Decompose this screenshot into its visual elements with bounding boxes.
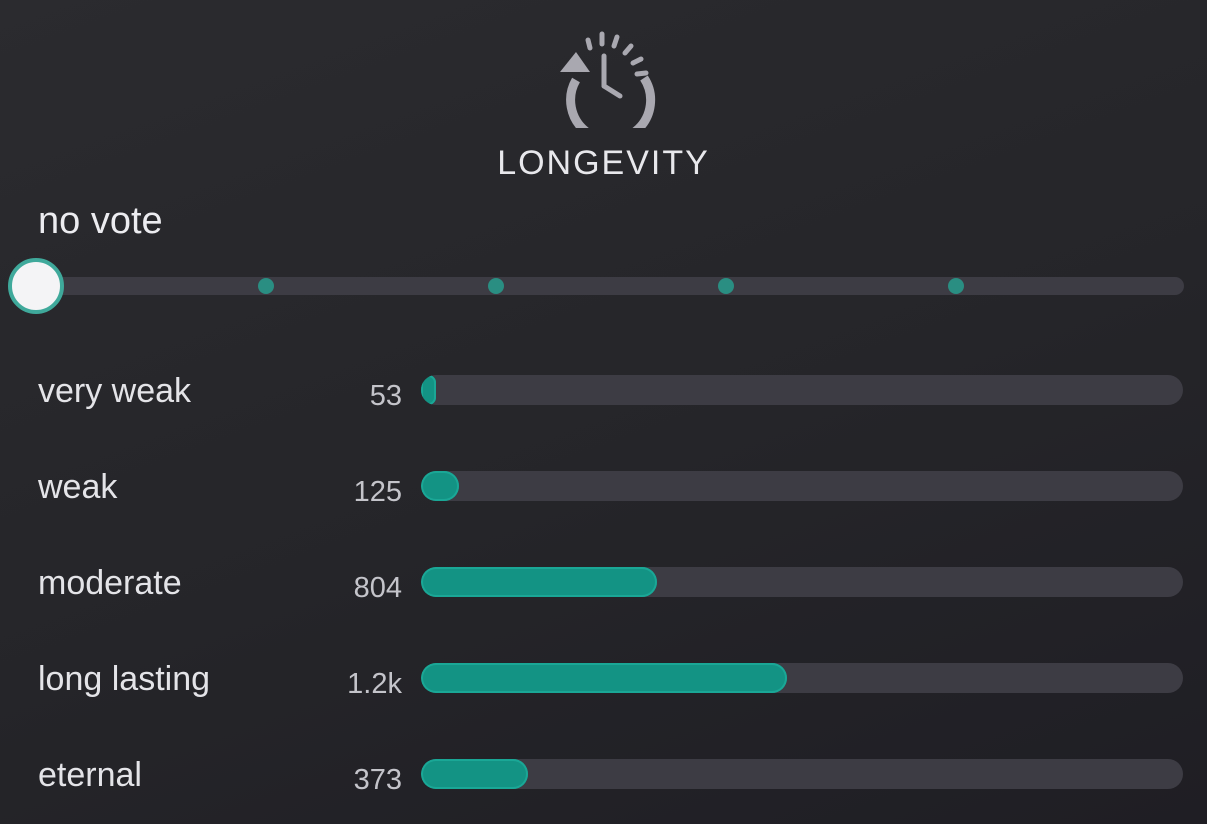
slider-step-dot[interactable] <box>718 278 734 294</box>
rating-count: 804 <box>353 572 402 604</box>
rating-row: weak 125 <box>0 456 1207 552</box>
rating-bar <box>421 567 1183 597</box>
rating-row: moderate 804 <box>0 552 1207 648</box>
slider-step-dot[interactable] <box>488 278 504 294</box>
rating-bar <box>421 375 1183 405</box>
rating-bar-fill <box>421 663 787 693</box>
rating-label: eternal <box>38 756 142 794</box>
rating-row: very weak 53 <box>0 360 1207 456</box>
rating-bar-fill <box>421 375 436 405</box>
slider-track[interactable] <box>36 277 1184 295</box>
rating-count: 1.2k <box>347 668 402 700</box>
slider-step-dot[interactable] <box>948 278 964 294</box>
rating-label: moderate <box>38 564 182 602</box>
rating-label: long lasting <box>38 660 211 698</box>
rating-bar <box>421 471 1183 501</box>
rating-bar <box>421 759 1183 789</box>
rating-label: very weak <box>38 372 192 410</box>
rating-label: weak <box>38 468 118 506</box>
vote-status-label: no vote <box>38 200 163 242</box>
rating-bar-fill <box>421 759 528 789</box>
vote-slider[interactable] <box>8 258 1184 314</box>
rating-bar-fill <box>421 567 657 597</box>
rating-count: 53 <box>369 380 402 412</box>
slider-step-dot[interactable] <box>258 278 274 294</box>
rating-count: 373 <box>353 764 402 796</box>
slider-thumb[interactable] <box>8 258 64 314</box>
rating-row: eternal 373 <box>0 744 1207 824</box>
rating-list: very weak 53 weak 125 moderate 804 long lastin… <box>0 360 1207 824</box>
rating-bar <box>421 663 1183 693</box>
section-title: LONGEVITY <box>497 144 710 182</box>
rating-bar-fill <box>421 471 459 501</box>
rating-count: 125 <box>353 476 402 508</box>
header: LONGEVITY <box>0 28 1207 183</box>
rating-row: long lasting 1.2k <box>0 648 1207 744</box>
clock-refresh-icon <box>559 31 655 128</box>
